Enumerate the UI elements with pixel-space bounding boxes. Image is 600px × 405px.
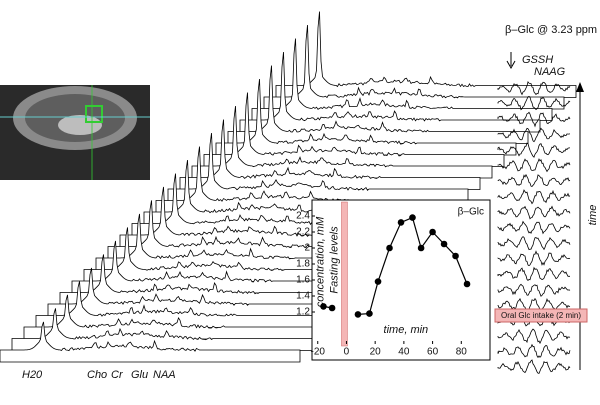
diff-title: β–Glc @ 3.23 ppm — [505, 24, 597, 36]
x-axis-label: time, min — [384, 324, 429, 336]
y-tick-label: 2.2 — [296, 227, 310, 238]
event-label: Oral Glc intake (2 min) — [501, 311, 581, 320]
data-point — [397, 219, 405, 226]
difference-trace — [497, 220, 571, 235]
x-tick-label: -20 — [311, 347, 326, 358]
pointer — [506, 52, 516, 70]
spectrum — [0, 321, 301, 363]
arrow-head — [576, 82, 584, 92]
difference-trace — [497, 189, 571, 205]
x-tick-label: 0 — [344, 347, 350, 358]
peak-label: NAAG — [534, 66, 566, 78]
x-tick-label: 20 — [370, 347, 382, 358]
x-tick-label: 40 — [398, 347, 410, 358]
band-label: Fasting levels — [328, 226, 340, 294]
data-point — [409, 214, 416, 221]
peak-label: Glu — [131, 369, 148, 381]
peak-label: H20 — [22, 369, 43, 381]
data-point — [354, 311, 362, 318]
y-tick-label: 1.2 — [296, 307, 310, 318]
difference-spectra — [497, 81, 571, 374]
axis-label: time — [587, 205, 599, 226]
data-point — [386, 244, 393, 252]
peak-label: NAA — [153, 369, 176, 381]
y-axis-label: concentration, mM — [314, 216, 326, 307]
difference-trace — [497, 111, 571, 128]
spectrum — [11, 308, 313, 351]
difference-trace — [497, 283, 571, 297]
data-point — [463, 280, 471, 288]
spectrum — [251, 38, 553, 121]
y-tick-label: 1.8 — [296, 259, 310, 270]
data-point — [417, 244, 425, 252]
difference-trace — [497, 81, 571, 96]
data-point — [440, 240, 448, 248]
difference-trace — [497, 173, 571, 187]
difference-trace — [497, 297, 571, 311]
y-tick-label: 1.6 — [296, 275, 310, 286]
x-tick-label: 60 — [427, 347, 439, 358]
difference-trace — [497, 250, 571, 267]
data-point — [320, 303, 327, 310]
data-point — [452, 252, 459, 260]
stacked-spectra — [0, 11, 577, 363]
difference-trace — [497, 343, 571, 359]
difference-trace — [497, 236, 571, 251]
mri-image — [0, 85, 150, 180]
data-point — [328, 304, 336, 312]
series-label: β–Glc — [458, 207, 484, 218]
difference-trace — [497, 266, 570, 281]
spectrum — [23, 294, 325, 340]
data-point — [366, 310, 373, 317]
difference-trace — [497, 359, 571, 374]
y-tick-label: 1.4 — [296, 291, 310, 302]
y-tick-label: 2.4 — [296, 211, 310, 222]
y-tick-label: 2 — [304, 243, 310, 254]
difference-trace — [497, 205, 571, 220]
data-point — [374, 278, 382, 285]
x-tick-label: 80 — [456, 347, 468, 358]
difference-trace — [497, 127, 571, 143]
peak-label: GSSH — [522, 54, 553, 66]
peak-label: Cho — [87, 369, 107, 381]
spectrum — [35, 281, 337, 328]
fasting-band — [341, 201, 348, 347]
event-box — [494, 308, 588, 323]
peak-label: Cr — [111, 369, 124, 381]
data-point — [429, 228, 436, 236]
difference-trace — [497, 328, 571, 345]
difference-trace — [497, 142, 570, 158]
difference-trace — [497, 158, 571, 173]
difference-trace — [497, 95, 571, 111]
